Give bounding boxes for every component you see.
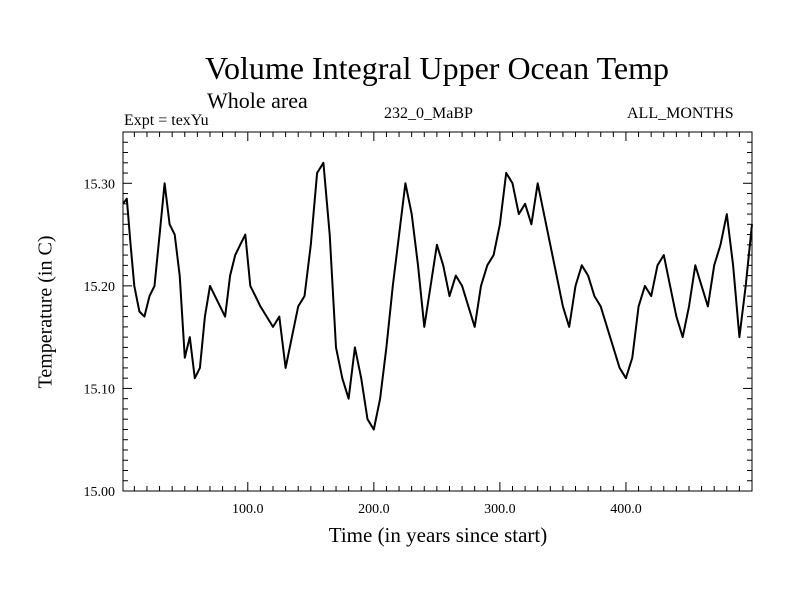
y-tick-label: 15.10 [84,382,116,397]
chart-title: Volume Integral Upper Ocean Temp [205,50,669,86]
y-tick-label: 15.30 [84,177,116,192]
series-line [122,161,753,431]
series-group [122,161,753,431]
chart-subtitle: Whole area [207,88,308,113]
experiment-label: Expt = texYu [124,112,209,129]
x-tick-label: 200.0 [358,502,390,517]
x-tick-label: 100.0 [232,502,264,517]
x-tick-label: 400.0 [610,502,642,517]
y-tick-label: 15.00 [84,485,116,500]
x-axis-label: Time (in years since start) [328,523,548,547]
axis-ticks [123,131,753,492]
x-tick-label: 300.0 [484,502,516,517]
plot-frame [122,131,753,492]
y-tick-label: 15.20 [84,280,116,295]
run-label: 232_0_MaBP [384,105,473,122]
axis-tick-labels: 15.00 15.10 15.20 15.30 100.0 200.0 300.0 400.0 [84,177,642,517]
months-label: ALL_MONTHS [627,105,734,122]
y-axis-label: Temperature (in C) [34,235,57,389]
